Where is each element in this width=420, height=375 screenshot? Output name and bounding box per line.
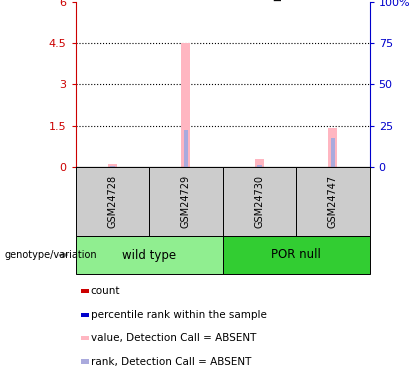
Text: GSM24728: GSM24728 bbox=[108, 175, 117, 228]
Text: percentile rank within the sample: percentile rank within the sample bbox=[91, 310, 267, 320]
Text: rank, Detection Call = ABSENT: rank, Detection Call = ABSENT bbox=[91, 357, 251, 366]
Title: GDS1093 / 95973_at: GDS1093 / 95973_at bbox=[151, 0, 294, 1]
Bar bbox=[149, 167, 223, 236]
Bar bbox=[328, 128, 337, 167]
Bar bbox=[81, 359, 89, 364]
Bar bbox=[331, 138, 335, 167]
Bar bbox=[257, 165, 262, 167]
Bar bbox=[81, 289, 89, 294]
Bar bbox=[108, 164, 117, 167]
Bar bbox=[255, 159, 264, 167]
Bar bbox=[81, 336, 89, 340]
Bar bbox=[81, 312, 89, 317]
Text: wild type: wild type bbox=[122, 249, 176, 261]
Text: POR null: POR null bbox=[271, 249, 321, 261]
Bar bbox=[110, 166, 115, 167]
Bar bbox=[181, 43, 190, 167]
Text: value, Detection Call = ABSENT: value, Detection Call = ABSENT bbox=[91, 333, 256, 343]
Bar bbox=[223, 167, 296, 236]
Bar bbox=[296, 167, 370, 236]
Text: count: count bbox=[91, 286, 120, 296]
Bar bbox=[76, 167, 149, 236]
Text: GSM24730: GSM24730 bbox=[255, 175, 264, 228]
Text: GSM24747: GSM24747 bbox=[328, 175, 338, 228]
Text: GSM24729: GSM24729 bbox=[181, 175, 191, 228]
Text: genotype/variation: genotype/variation bbox=[4, 250, 97, 260]
Bar bbox=[76, 236, 223, 274]
Bar bbox=[223, 236, 370, 274]
Bar bbox=[184, 130, 188, 167]
